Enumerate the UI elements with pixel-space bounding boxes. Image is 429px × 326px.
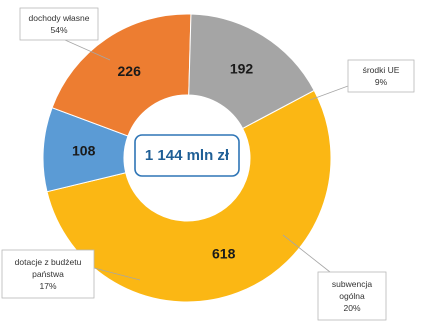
- slice-value-label: 108: [72, 142, 96, 158]
- callout-box: [19, 7, 99, 41]
- callout-category: środki UE: [363, 65, 400, 75]
- callout-percent: 20%: [343, 303, 360, 313]
- callout-percent: 54%: [50, 25, 67, 35]
- callout-box: [1, 249, 95, 299]
- callout-leaders: [64, 39, 349, 281]
- donut-slice: [46, 89, 332, 303]
- callout-category: dochody własne: [29, 13, 90, 23]
- donut-slice: [51, 13, 192, 137]
- donut-slices: [42, 13, 332, 303]
- slice-value-label: 192: [230, 61, 254, 77]
- total-box-frame: [134, 134, 240, 177]
- callout-percent: 9%: [375, 77, 388, 87]
- callout-percent: 17%: [39, 281, 56, 291]
- callout-category: państwa: [32, 269, 64, 279]
- total-box: 1 144 mln zł: [134, 134, 240, 177]
- slice-value-label: 226: [118, 63, 142, 79]
- callout-leader-line: [64, 39, 111, 61]
- total-label: 1 144 mln zł: [145, 147, 230, 164]
- callout-leader-line: [309, 85, 349, 101]
- callout-category: dotacje z budżetu: [15, 257, 82, 267]
- callout-box: [317, 271, 387, 321]
- callout-category: subwencja: [332, 279, 372, 289]
- callout-box: [347, 59, 415, 93]
- callout-category: ogólna: [339, 291, 365, 301]
- slice-values: 618 108 226 192: [72, 61, 253, 262]
- callout-leader-line: [93, 267, 141, 281]
- donut-slice: [188, 13, 315, 130]
- callout-leader-line: [282, 234, 331, 273]
- slice-value-label: 618: [212, 246, 236, 262]
- callout-labels: dochody własne 54% środki UE 9% subwencja ogó…: [1, 7, 415, 321]
